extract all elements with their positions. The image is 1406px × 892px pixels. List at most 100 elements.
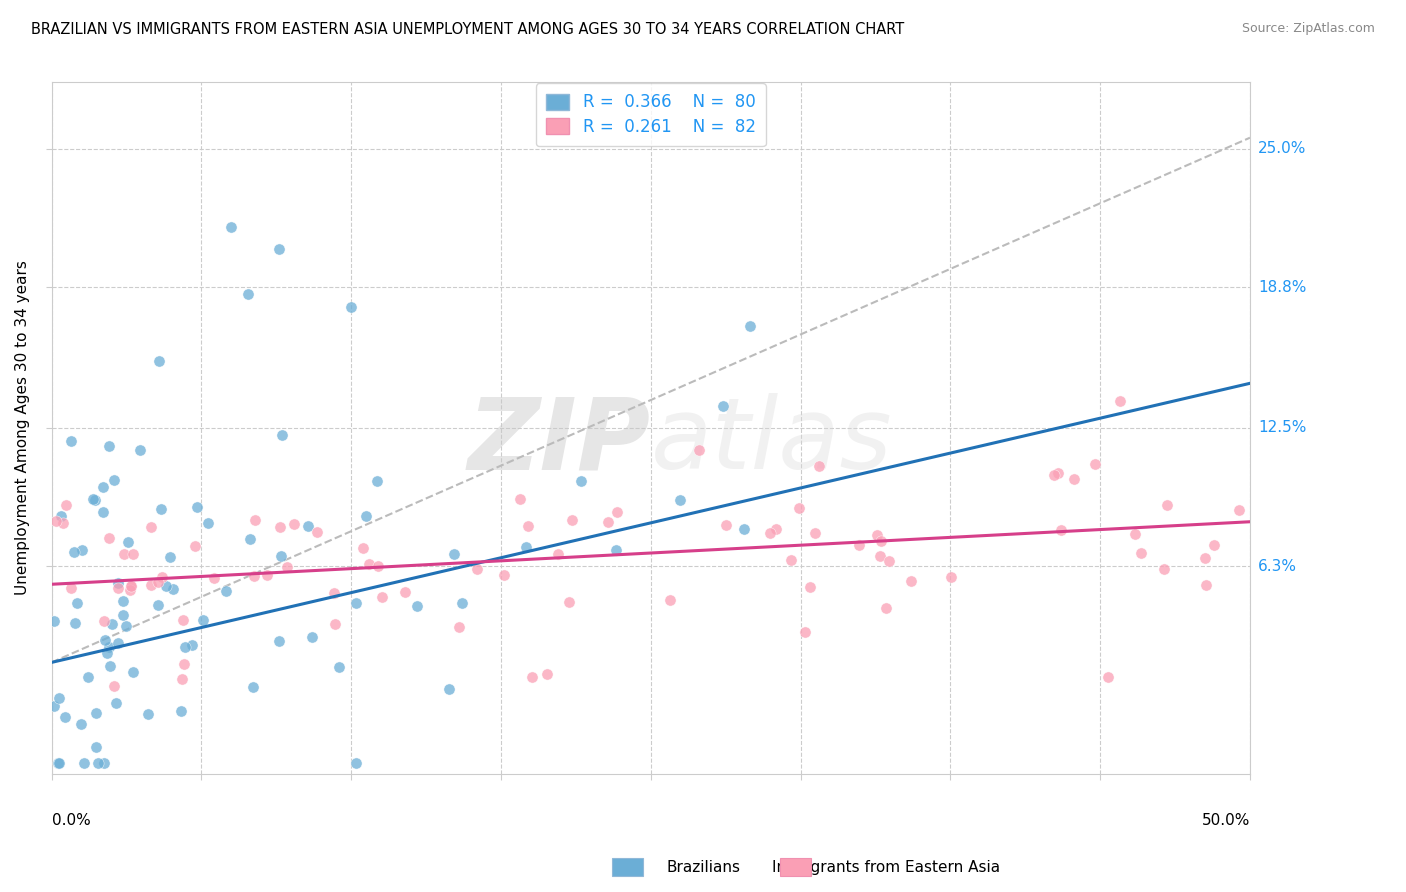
Text: 25.0%: 25.0% [1258, 142, 1306, 156]
Point [107, 575, 129, 590]
Point [509, 491, 531, 506]
Point [354, 508, 377, 523]
Point [239, 532, 262, 546]
Point [866, 528, 889, 542]
Point [122, 665, 145, 679]
Point [465, 562, 488, 576]
Point [371, 590, 394, 604]
Point [62, 544, 84, 558]
Point [186, 500, 208, 514]
Point [97, 531, 120, 545]
Point [522, 670, 544, 684]
Point [120, 579, 142, 593]
Point [173, 657, 195, 671]
Point [1194, 551, 1216, 566]
Point [82, 492, 104, 507]
Point [297, 519, 319, 533]
Point [94, 632, 117, 647]
Point [276, 560, 298, 574]
Point [536, 666, 558, 681]
Point [346, 756, 368, 770]
Point [1063, 472, 1085, 486]
Point [561, 513, 583, 527]
Point [100, 658, 122, 673]
Text: 12.5%: 12.5% [1258, 420, 1306, 435]
Point [1108, 393, 1130, 408]
Point [900, 574, 922, 589]
Point [547, 547, 569, 561]
Point [1204, 538, 1226, 552]
Point [103, 473, 125, 487]
Text: 0.0%: 0.0% [52, 813, 90, 828]
Point [55, 499, 77, 513]
Point [352, 541, 374, 556]
Point [120, 579, 142, 593]
Point [52, 516, 75, 531]
Point [98, 439, 121, 453]
Point [443, 547, 465, 561]
Point [180, 638, 202, 652]
Point [799, 580, 821, 594]
Point [215, 584, 238, 599]
Point [1129, 546, 1152, 560]
Point [111, 594, 134, 608]
Point [301, 630, 323, 644]
Point [221, 220, 243, 235]
Point [494, 568, 516, 582]
Point [668, 493, 690, 508]
Point [807, 458, 830, 473]
Point [711, 399, 734, 413]
Point [1227, 502, 1250, 516]
Text: Brazilians: Brazilians [666, 860, 740, 874]
Text: ZIP: ZIP [468, 393, 651, 491]
Point [738, 319, 761, 334]
Point [1123, 527, 1146, 541]
Point [84, 740, 107, 755]
Text: 50.0%: 50.0% [1202, 813, 1250, 828]
Point [877, 554, 900, 568]
Point [70, 717, 93, 731]
Point [271, 427, 294, 442]
Y-axis label: Unemployment Among Ages 30 to 34 years: Unemployment Among Ages 30 to 34 years [15, 260, 30, 596]
Point [103, 679, 125, 693]
Point [91, 505, 114, 519]
Point [48, 756, 70, 770]
Point [1050, 524, 1073, 538]
Point [269, 243, 291, 257]
Point [1195, 578, 1218, 592]
Point [146, 598, 169, 612]
Point [93, 614, 115, 628]
Point [357, 557, 380, 571]
Point [65, 596, 87, 610]
Point [117, 535, 139, 549]
Point [406, 599, 429, 614]
Point [869, 549, 891, 563]
Point [128, 442, 150, 457]
Point [1084, 458, 1107, 472]
Point [155, 579, 177, 593]
Point [606, 504, 628, 518]
Point [53, 710, 76, 724]
Point [42, 699, 65, 714]
Point [148, 354, 170, 368]
Point [93, 756, 115, 770]
Point [1047, 466, 1070, 480]
Point [780, 553, 803, 567]
Point [558, 595, 581, 609]
Point [122, 548, 145, 562]
Point [197, 516, 219, 531]
Point [150, 570, 173, 584]
Point [46, 756, 69, 770]
Point [1097, 670, 1119, 684]
Point [344, 596, 367, 610]
Point [243, 513, 266, 527]
Point [139, 520, 162, 534]
Point [243, 568, 266, 582]
Point [1153, 562, 1175, 576]
Point [447, 620, 470, 634]
Point [193, 614, 215, 628]
Point [84, 492, 107, 507]
Point [59, 434, 82, 448]
Point [202, 571, 225, 585]
Point [939, 570, 962, 584]
